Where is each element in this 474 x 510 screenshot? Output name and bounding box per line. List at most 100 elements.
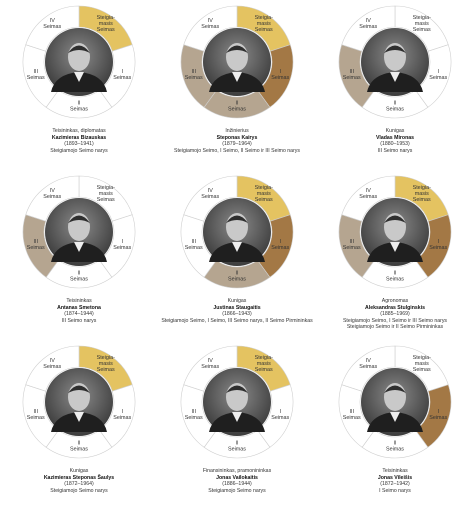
member-membership: Steigiamojo Seimo narys (50, 487, 108, 494)
member-membership: Steigiamojo Seimo, I Seimo, II Seimo ir … (174, 147, 300, 154)
portrait-photo (45, 368, 113, 436)
member-name: Jonas Vailokaitis (216, 474, 258, 481)
member-card: Steigia-masis Seimas I Seimas II Seimas III Sei… (316, 0, 474, 170)
membership-wheel: Steigia-masis Seimas I Seimas II Seimas III Sei… (22, 5, 136, 119)
member-years: (1872–1964) (64, 481, 94, 488)
segment-label-iv: IV Seimas (359, 18, 377, 30)
member-years: (1866–1943) (222, 311, 252, 318)
segment-label-ii: II Seimas (228, 441, 246, 453)
member-name: Antanas Smetona (57, 304, 101, 311)
member-name: Kazimieras Bizauskas (51, 134, 107, 141)
segment-label-iv: IV Seimas (201, 358, 219, 370)
segment-label-ii: II Seimas (386, 101, 404, 113)
wheel-segment-iv (183, 175, 238, 222)
member-card: Steigia-masis Seimas I Seimas II Seimas III Sei… (316, 340, 474, 510)
portrait-photo (203, 368, 271, 436)
segment-label-steig: Steigia-masis Seimas (97, 355, 115, 373)
segment-label-steig: Steigia-masis Seimas (255, 355, 273, 373)
member-name: Vladas Mironas (375, 134, 415, 141)
wheel-segment-iv (341, 345, 396, 392)
member-profession: Teisininkas (66, 298, 92, 304)
member-profession: Kunigas (227, 298, 247, 304)
member-years: (1893–1941) (64, 141, 94, 148)
wheel-segment-iv (183, 5, 238, 52)
member-card: Steigia-masis Seimas I Seimas II Seimas III Sei… (0, 0, 158, 170)
member-profession: Kunigas (385, 128, 405, 134)
portrait-photo (361, 28, 429, 96)
member-card: Steigia-masis Seimas I Seimas II Seimas III Sei… (0, 170, 158, 340)
segment-label-i: I Seimas (429, 409, 447, 421)
wheel-segment-iv (25, 175, 80, 222)
segment-label-i: I Seimas (113, 239, 131, 251)
member-card: Steigia-masis Seimas I Seimas II Seimas III Sei… (158, 170, 316, 340)
segment-label-iv: IV Seimas (43, 18, 61, 30)
segment-label-iii: III Seimas (27, 239, 45, 251)
segment-label-iii: III Seimas (185, 239, 203, 251)
segment-label-iii: III Seimas (343, 69, 361, 81)
segment-label-iv: IV Seimas (359, 188, 377, 200)
membership-wheel: Steigia-masis Seimas I Seimas II Seimas III Sei… (338, 175, 452, 289)
wheel-segment-iv (341, 5, 396, 52)
member-caption: Agronomas Aleksandras Stulginskis (1885–19… (316, 298, 474, 331)
segment-label-steig: Steigia-masis Seimas (97, 15, 115, 33)
member-profession: Teisininkas, diplomatas (52, 128, 106, 134)
membership-wheel: Steigia-masis Seimas I Seimas II Seimas III Sei… (338, 345, 452, 459)
member-profession: Finansininkas, pramonininkas (202, 468, 272, 474)
portrait-photo (361, 368, 429, 436)
segment-label-i: I Seimas (271, 409, 289, 421)
segment-label-i: I Seimas (113, 69, 131, 81)
member-profession: Teisininkas (382, 468, 408, 474)
member-caption: Finansininkas, pramonininkas Jonas Vailok… (158, 468, 316, 494)
member-membership: Steigiamojo Seimo narys (208, 487, 266, 494)
segment-label-steig: Steigia-masis Seimas (255, 185, 273, 203)
member-name: Aleksandras Stulginskis (365, 304, 425, 311)
member-caption: Teisininkas Antanas Smetona (1874–1944) III… (0, 298, 158, 324)
member-caption: Teisininkas Jonas Vileišis (1872–1942) I Se… (316, 468, 474, 494)
portrait-photo (45, 28, 113, 96)
segment-label-iv: IV Seimas (201, 188, 219, 200)
portrait-photo (361, 198, 429, 266)
membership-wheel: Steigia-masis Seimas I Seimas II Seimas III Sei… (338, 5, 452, 119)
member-membership: III Seimo narys (377, 147, 413, 154)
segment-label-steig: Steigia-masis Seimas (413, 185, 431, 203)
wheel-segment-iv (341, 175, 396, 222)
member-years: (1885–1969) (380, 311, 410, 318)
member-name: Justinas Staugaitis (213, 304, 261, 311)
segment-label-iv: IV Seimas (201, 18, 219, 30)
segment-label-iv: IV Seimas (43, 358, 61, 370)
member-caption: Teisininkas, diplomatas Kazimieras Bizaus… (0, 128, 158, 154)
portrait-photo (45, 198, 113, 266)
segment-label-ii: II Seimas (228, 101, 246, 113)
membership-wheel: Steigia-masis Seimas I Seimas II Seimas III Sei… (180, 175, 294, 289)
member-years: (1874–1944) (64, 311, 94, 318)
segment-label-steig: Steigia-masis Seimas (413, 15, 431, 33)
segment-label-iii: III Seimas (27, 69, 45, 81)
member-membership: Steigiamojo Seimo, I Seimo ir III Seimo … (342, 317, 448, 324)
segment-label-ii: II Seimas (386, 441, 404, 453)
member-membership: III Seimo narys (61, 317, 97, 324)
portrait-photo (203, 28, 271, 96)
segment-label-steig: Steigia-masis Seimas (413, 355, 431, 373)
member-card: Steigia-masis Seimas I Seimas II Seimas III Sei… (158, 0, 316, 170)
membership-wheel: Steigia-masis Seimas I Seimas II Seimas III Sei… (22, 345, 136, 459)
member-name: Kazimieras Steponas Šaulys (43, 474, 115, 481)
member-profession: Kunigas (69, 468, 89, 474)
wheel-segment-iv (25, 5, 80, 52)
segment-label-ii: II Seimas (70, 441, 88, 453)
member-caption: Kunigas Vladas Mironas (1880–1953) III Seim… (316, 128, 474, 154)
segment-label-ii: II Seimas (228, 271, 246, 283)
segment-label-iii: III Seimas (185, 69, 203, 81)
member-card: Steigia-masis Seimas I Seimas II Seimas III Sei… (316, 170, 474, 340)
membership-wheel: Steigia-masis Seimas I Seimas II Seimas III Sei… (180, 345, 294, 459)
segment-label-ii: II Seimas (70, 101, 88, 113)
segment-label-ii: II Seimas (386, 271, 404, 283)
segment-label-iii: III Seimas (343, 409, 361, 421)
member-caption: Kunigas Kazimieras Steponas Šaulys (1872–1… (0, 468, 158, 494)
segment-label-i: I Seimas (429, 69, 447, 81)
segment-label-iv: IV Seimas (359, 358, 377, 370)
segment-label-steig: Steigia-masis Seimas (97, 185, 115, 203)
membership-wheel: Steigia-masis Seimas I Seimas II Seimas III Sei… (180, 5, 294, 119)
portrait-photo (203, 198, 271, 266)
member-membership: Steigiamojo Seimo, I Seimo, III Seimo na… (161, 317, 313, 324)
